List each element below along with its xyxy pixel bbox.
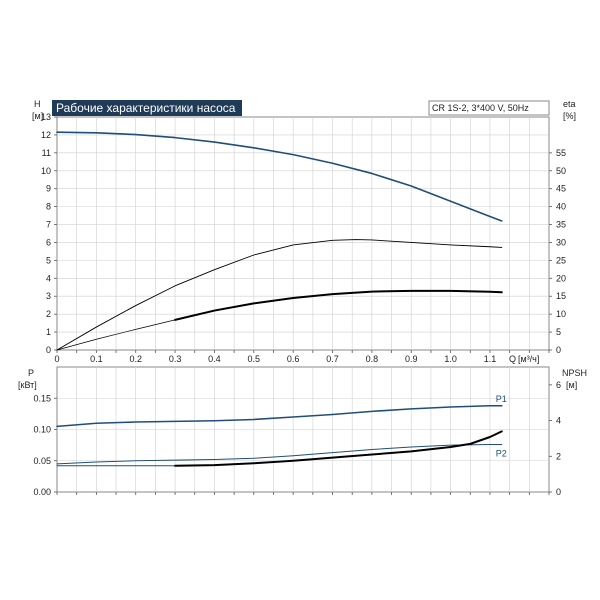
x-tick-label: 1.1: [484, 354, 497, 364]
left-tick-label: 2: [46, 309, 51, 319]
x-tick-label: 0.9: [405, 354, 418, 364]
left-tick-label: 7: [46, 220, 51, 230]
left-tick-label: 0.15: [33, 393, 51, 403]
series-label-p1: P1: [496, 394, 507, 404]
eta-axis-unit: [%]: [563, 111, 576, 121]
series-line-0-1: [56, 239, 503, 351]
right-tick-label: 40: [556, 202, 566, 212]
right-tick-label: 30: [556, 237, 566, 247]
series-label-p2: P2: [496, 449, 507, 459]
q-axis-name: Q: [509, 354, 516, 364]
left-tick-label: 0.05: [33, 456, 51, 466]
left-tick-label: 4: [46, 273, 51, 283]
right-tick-label: 55: [556, 148, 566, 158]
left-tick-label: 9: [46, 184, 51, 194]
x-tick-label: 0.8: [366, 354, 379, 364]
x-tick-label: 0.2: [129, 354, 142, 364]
right-tick-label: 20: [556, 273, 566, 283]
right-tick-label: 35: [556, 220, 566, 230]
left-tick-label: 6: [46, 237, 51, 247]
q-axis-unit: [м³/ч]: [518, 354, 539, 364]
x-tick-label: 0.3: [169, 354, 182, 364]
left-tick-label: 13: [41, 112, 51, 122]
x-tick-label: 0.6: [287, 354, 300, 364]
right-tick-label: 0: [556, 345, 561, 355]
series-line-1-0: [56, 404, 503, 428]
left-tick-label: 0.00: [33, 487, 51, 497]
right-tick-label: 50: [556, 166, 566, 176]
right-tick-label: 2: [556, 451, 561, 461]
series-line-1-4: [174, 430, 503, 467]
x-tick-label: 0: [54, 354, 59, 364]
x-tick-label: 0.4: [208, 354, 221, 364]
left-tick-label: 0: [46, 345, 51, 355]
upper-tick-labels: 0123456789101112130510152025303540455055…: [41, 112, 566, 364]
x-tick-label: 0.5: [248, 354, 261, 364]
right-tick-label: 25: [556, 255, 566, 265]
npsh-axis-unit: [м]: [566, 380, 577, 390]
lower-series-group: P1 P2: [56, 394, 507, 467]
x-tick-label: 0.1: [90, 354, 103, 364]
left-tick-label: 1: [46, 327, 51, 337]
info-box: [428, 100, 550, 116]
left-tick-label: 12: [41, 130, 51, 140]
title-banner: [52, 100, 242, 116]
right-tick-label: 0: [556, 487, 561, 497]
left-tick-label: 8: [46, 202, 51, 212]
upper-series-group: [56, 131, 503, 351]
upper-plot-frame: [56, 116, 550, 351]
npsh-axis-name: NPSH: [562, 368, 587, 378]
right-tick-label: 5: [556, 327, 561, 337]
eta-axis-name: eta: [563, 99, 576, 109]
left-tick-label: 3: [46, 291, 51, 301]
h-axis-name: H: [34, 99, 41, 109]
series-line-1-1: [56, 444, 503, 465]
left-tick-label: 5: [46, 255, 51, 265]
h-axis-unit: [м]: [32, 111, 43, 121]
right-tick-label: 4: [556, 416, 561, 426]
left-tick-label: 11: [42, 148, 51, 158]
upper-grid: [57, 117, 549, 350]
left-tick-label: 0.10: [33, 425, 51, 435]
x-tick-label: 0.7: [326, 354, 339, 364]
p-axis-unit: [кВт]: [18, 380, 37, 390]
left-tick-label: 10: [41, 166, 51, 176]
p-axis-name: P: [28, 368, 34, 378]
series-line-0-2: [56, 319, 176, 351]
right-tick-label: 45: [556, 184, 566, 194]
lower-tick-labels: 0.00 0.05 0.10 0.15 0 2 4 6: [33, 380, 561, 497]
pump-info: CR 1S-2, 3*400 V, 50Hz: [432, 103, 529, 113]
series-line-0-0: [56, 131, 503, 222]
right-tick-label: 15: [556, 291, 566, 301]
series-line-0-3: [174, 289, 503, 321]
lower-grid: [57, 367, 549, 492]
chart-title: Рабочие характеристики насоса: [56, 101, 236, 115]
right-tick-label: 6: [556, 380, 561, 390]
x-tick-label: 1.0: [444, 354, 457, 364]
right-tick-label: 10: [556, 309, 566, 319]
